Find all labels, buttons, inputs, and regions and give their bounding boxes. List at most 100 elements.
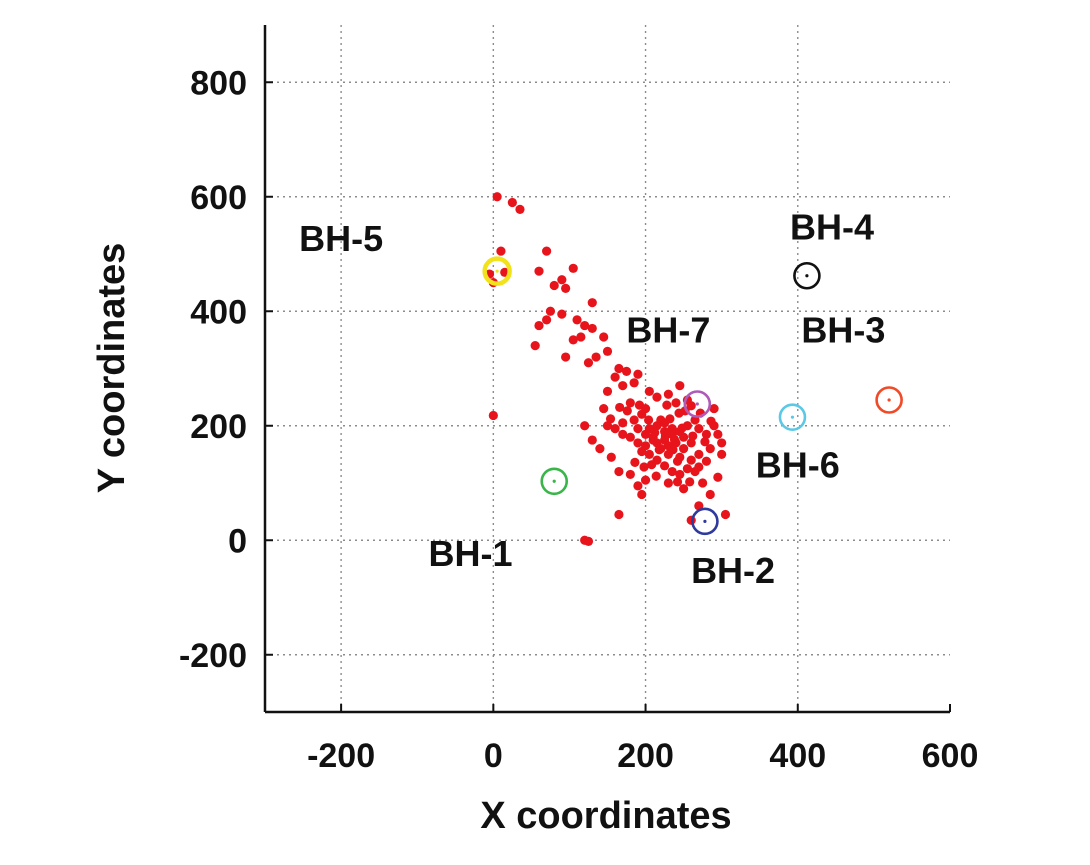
event-point	[717, 449, 727, 459]
event-point	[720, 509, 731, 520]
event-point	[717, 438, 727, 448]
borehole-label-bh-7: BH-7	[626, 310, 710, 351]
borehole-marker-bh-6	[778, 403, 807, 431]
event-point	[686, 401, 696, 411]
annotation-layer: BH-1 BH-2 BH-3 BH-4 BH-5 BH-6 BH-7	[299, 207, 885, 592]
event-point	[572, 315, 582, 325]
borehole-marker-bh-7	[683, 390, 712, 418]
event-point	[654, 445, 664, 455]
event-point	[706, 416, 716, 426]
event-point	[656, 415, 666, 425]
axes-layer	[263, 25, 951, 714]
event-point	[610, 424, 620, 434]
event-point	[610, 372, 620, 382]
event-point	[668, 445, 678, 455]
event-point	[679, 432, 689, 442]
event-point	[599, 403, 609, 414]
event-point	[694, 449, 704, 459]
event-point	[606, 452, 616, 462]
event-point	[614, 509, 624, 520]
ticklabel-layer: -200 0 200 400 600 -200 0 200 400 600 800	[179, 64, 978, 775]
event-point	[542, 315, 552, 325]
event-point	[660, 431, 670, 441]
event-point	[701, 456, 712, 466]
event-point	[672, 477, 683, 487]
event-point	[542, 246, 552, 256]
event-point	[633, 369, 643, 379]
event-point	[580, 421, 590, 431]
event-point	[694, 462, 704, 472]
event-point	[644, 449, 654, 459]
event-point	[686, 455, 696, 465]
borehole-marker-bh-3-center	[887, 398, 891, 402]
event-point	[644, 415, 654, 425]
y-tick-label: 400	[190, 293, 247, 331]
event-point	[700, 437, 710, 447]
event-point	[652, 392, 662, 402]
event-point	[637, 489, 647, 500]
event-point	[630, 457, 640, 467]
event-point	[679, 484, 689, 494]
event-point	[701, 429, 712, 439]
event-point	[672, 456, 683, 466]
event-point	[633, 481, 643, 491]
borehole-marker-bh-4	[793, 261, 821, 290]
event-point	[583, 358, 594, 368]
event-point	[580, 320, 590, 331]
borehole-label-bh-6: BH-6	[756, 444, 840, 485]
y-axis-title: Y coordinates	[91, 243, 133, 494]
event-point	[618, 429, 628, 439]
event-point	[671, 398, 681, 408]
event-point	[663, 389, 673, 399]
event-point	[557, 309, 567, 319]
borehole-label-bh-5: BH-5	[299, 218, 383, 259]
points-layer	[484, 192, 731, 546]
event-point	[557, 275, 567, 285]
event-point	[534, 266, 544, 276]
event-point	[545, 306, 556, 316]
borehole-label-bh-3: BH-3	[801, 310, 885, 351]
event-point	[675, 469, 685, 480]
event-point	[667, 466, 677, 477]
event-point	[634, 400, 645, 410]
event-point	[650, 428, 660, 438]
x-tick-label: 200	[617, 737, 674, 775]
event-point	[682, 464, 693, 474]
borehole-marker-bh-2	[691, 507, 719, 536]
x-tick-label: 400	[769, 737, 826, 775]
event-point	[705, 444, 715, 454]
event-point	[698, 478, 708, 488]
event-point	[568, 263, 578, 273]
event-point	[561, 283, 571, 293]
event-point	[644, 386, 654, 396]
borehole-marker-bh-2-center	[703, 519, 707, 523]
event-point	[576, 332, 586, 342]
event-point	[599, 332, 609, 342]
y-tick-label: 200	[190, 408, 247, 446]
event-point	[614, 363, 624, 374]
event-point	[587, 298, 597, 308]
borehole-label-bh-2: BH-2	[691, 550, 775, 591]
event-point	[662, 400, 672, 410]
event-point	[625, 469, 635, 480]
event-point	[507, 197, 517, 208]
event-point	[530, 341, 540, 351]
event-point	[561, 352, 571, 362]
y-tick-label: 600	[190, 179, 247, 217]
borehole-marker-bh-3	[875, 386, 903, 414]
event-point	[568, 335, 578, 345]
event-point	[679, 444, 689, 454]
event-point	[534, 320, 544, 331]
borehole-marker-bh-1-center	[552, 479, 556, 483]
event-point	[686, 438, 696, 448]
event-point	[629, 378, 639, 388]
event-point	[618, 381, 628, 391]
event-point	[602, 346, 613, 356]
event-point	[675, 381, 685, 391]
event-point	[633, 424, 643, 434]
event-point	[713, 472, 723, 482]
event-point	[625, 432, 635, 442]
event-point	[602, 421, 613, 431]
